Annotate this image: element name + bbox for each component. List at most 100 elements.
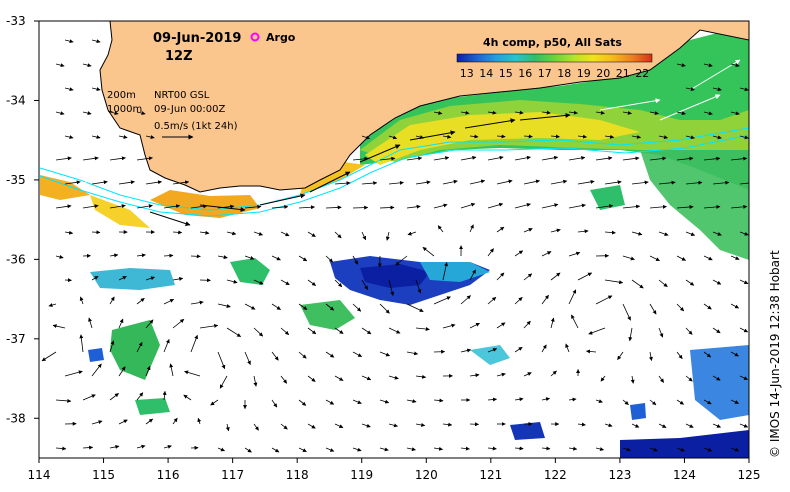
current-vector [406,351,419,356]
current-vector [163,298,175,305]
current-vector [361,279,369,290]
current-vector [55,156,72,161]
current-vector [628,327,633,342]
argo-legend: Argo [250,31,296,44]
current-vector [82,156,99,161]
current-vector [550,228,561,233]
current-vector [352,156,369,161]
current-vector [739,423,749,428]
current-vector [568,110,578,115]
current-vector [163,339,170,353]
current-vector [406,399,417,404]
current-vector [307,375,316,382]
current-vector [541,294,549,305]
y-tick-label: -38 [6,411,26,425]
current-vector [91,230,101,235]
current-vector [487,202,504,209]
current-vector [244,204,262,209]
current-vector [649,447,658,452]
current-vector [658,135,668,140]
current-vector [55,446,67,451]
current-vector [550,272,561,281]
current-vector [325,303,335,311]
current-vector [730,399,739,404]
current-vector [55,63,65,68]
current-vector [730,204,748,209]
colorbar-tick-label: 13 [460,67,474,80]
current-vector [271,351,279,361]
current-vector [442,323,456,329]
current-vector [496,272,505,281]
current-vector [604,230,616,235]
y-tick-label: -33 [6,14,26,28]
current-vector [685,231,696,236]
current-vector [48,303,57,307]
current-vector [739,279,749,285]
product-time-label: 09-Jun 00:00Z [154,104,226,115]
current-vector [91,87,101,92]
current-vector [162,390,167,401]
current-vector [703,351,712,358]
current-vector [541,110,551,115]
current-vector [730,447,740,452]
current-vector [385,231,390,241]
current-vector [496,226,505,233]
current-vector [55,111,65,116]
current-vector [298,205,315,210]
current-vector [604,134,615,139]
current-vector [217,303,231,308]
current-vector [361,375,372,381]
current-vector [550,134,560,139]
current-vector [460,348,472,353]
current-vector [82,63,92,68]
current-vector [325,399,335,405]
current-vector [163,444,172,449]
current-vector [577,179,595,185]
x-tick-label: 123 [608,468,631,482]
current-vector [604,423,613,428]
current-vector [271,399,278,408]
current-vector [703,447,713,452]
current-vector [118,180,135,185]
current-vector [352,351,363,358]
current-vector [648,351,653,361]
x-tick-label: 118 [286,468,309,482]
current-vector [541,344,547,353]
colorbar-tick-label: 15 [499,67,513,80]
current-vector [145,418,154,425]
current-vector [388,327,401,334]
current-vector [91,275,99,281]
product-label: NRT00 GSL [154,90,210,101]
current-vector [172,417,178,425]
current-vector [361,423,371,428]
current-vector [514,446,524,451]
current-vector [352,399,362,404]
current-vector [712,423,721,428]
current-vector [739,327,749,333]
current-vector [649,111,659,116]
current-vector [460,110,470,115]
current-vector [91,180,108,185]
current-vector [676,303,685,312]
current-vector [442,262,448,281]
current-vector [469,224,474,233]
current-vector [523,320,531,329]
current-vector [442,422,453,427]
current-vector [739,231,749,236]
current-vector [271,303,281,310]
current-vector [379,399,390,404]
current-vector [496,322,506,329]
current-vector [169,363,174,377]
current-vector [658,231,669,236]
current-vector [118,276,127,281]
current-vector [577,229,589,234]
current-vector [541,446,551,451]
current-vector [433,203,448,209]
current-vector [136,392,144,401]
current-vector [712,180,730,185]
current-vector [379,303,390,314]
current-vector [442,134,452,139]
current-vector [280,423,288,430]
x-tick-label: 121 [479,468,502,482]
current-vector [145,180,162,185]
